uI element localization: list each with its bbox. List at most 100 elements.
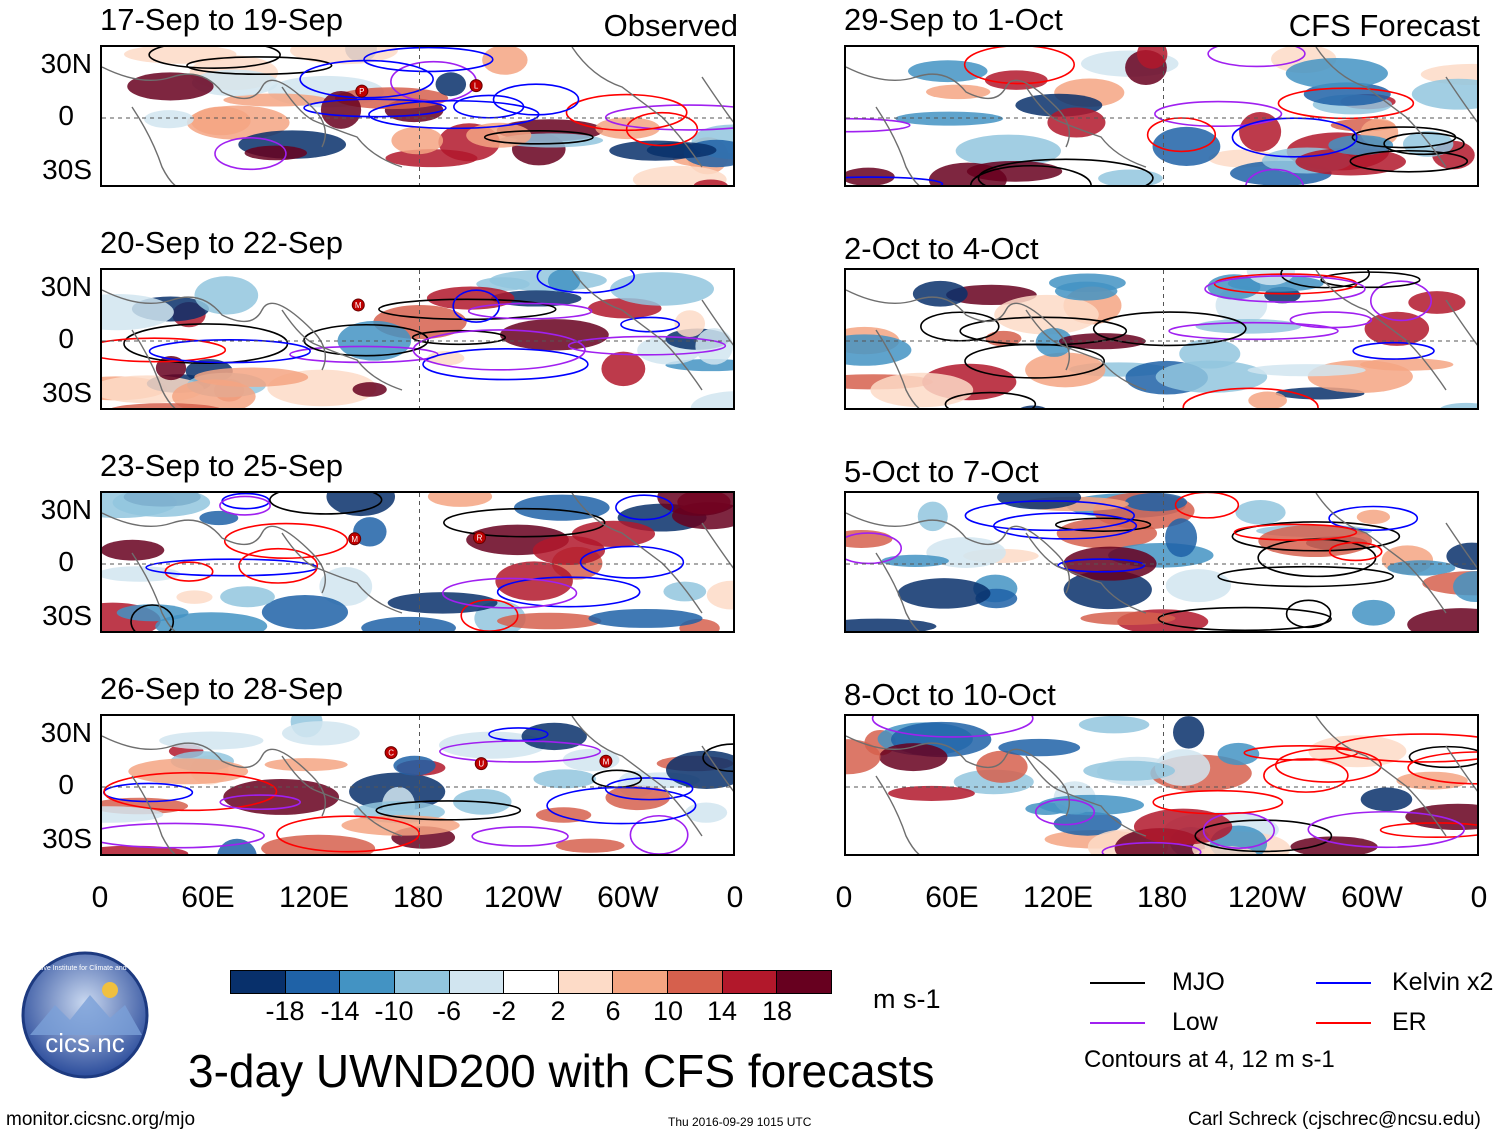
contour-line [460, 599, 519, 631]
lat-label-30n: 30N [40, 494, 92, 525]
contour-line [1307, 810, 1465, 849]
coastline [1025, 309, 1147, 391]
westerly-anomaly [426, 286, 515, 310]
contour-line [604, 777, 694, 801]
westerly-anomaly [102, 539, 165, 561]
contour-line [1157, 606, 1332, 631]
panel-title-obs-1: 17-Sep to 19-Sep [100, 2, 344, 37]
contour-line [963, 47, 1075, 85]
coastline [131, 106, 176, 185]
contour-line [846, 532, 903, 565]
figure-title: 3-day UWND200 with CFS forecasts [188, 1045, 935, 1097]
westerly-anomaly [128, 758, 249, 785]
westerly-anomaly [391, 126, 444, 155]
westerly-anomaly [352, 382, 387, 397]
easterly-anomaly [998, 738, 1081, 757]
logo-arc-text: Cooperative Institute for Climate and Sa… [13, 965, 157, 972]
westerly-anomaly [495, 561, 573, 601]
coastline [1315, 716, 1447, 837]
easterly-anomaly [521, 722, 587, 751]
legend-label-mjo: MJO [1172, 968, 1225, 996]
easterly-anomaly [908, 60, 988, 83]
westerly-anomaly [497, 612, 602, 630]
contour-line [1057, 558, 1146, 573]
lon-label-180: 180 [1136, 881, 1188, 914]
contour-line [102, 822, 265, 849]
coastline [1315, 47, 1447, 168]
westerly-anomaly [244, 145, 307, 161]
coastline [1445, 745, 1477, 792]
contour-line [1349, 149, 1469, 173]
easterly-anomaly [1285, 57, 1388, 89]
contour-line [441, 577, 578, 609]
contour-line [846, 176, 944, 185]
easterly-anomaly [1083, 760, 1176, 781]
colorbar-tick: 14 [706, 996, 738, 1026]
coastline [131, 552, 176, 631]
westerly-anomaly [1080, 611, 1176, 626]
easterly-anomaly [955, 134, 1061, 168]
coastline [846, 289, 1070, 371]
easterly-anomaly [1053, 811, 1122, 836]
easterly-anomaly [1328, 135, 1394, 156]
lon-label-0: 0 [91, 881, 109, 914]
coastline [281, 532, 403, 614]
map-panel-fcst-4 [844, 714, 1479, 856]
lon-label-0: 0 [835, 881, 853, 914]
lon-label-0: 0 [726, 881, 744, 914]
colorbar-bin [668, 971, 723, 993]
coastline [875, 329, 920, 408]
contour-line [368, 99, 540, 130]
easterly-anomaly [690, 391, 733, 408]
storm-label: L [474, 82, 479, 91]
storm-marker [473, 531, 487, 545]
contour-line [1182, 387, 1319, 408]
easterly-anomaly [1155, 360, 1268, 393]
colorbar-tick: -6 [436, 996, 461, 1026]
coastline [1025, 755, 1147, 837]
contour-line [303, 323, 429, 357]
easterly-anomaly [666, 750, 733, 789]
colorbar-tick: -18 [265, 996, 305, 1026]
easterly-anomaly [846, 334, 912, 366]
westerly-anomaly [191, 106, 251, 136]
coastline [131, 775, 176, 854]
storm-marker [599, 754, 613, 768]
coastline [102, 289, 326, 371]
contour-line [412, 329, 586, 371]
westerly-anomaly [888, 785, 975, 801]
coastline [846, 735, 1070, 817]
easterly-anomaly [663, 581, 707, 602]
legend-label-low: Low [1172, 1008, 1218, 1036]
easterly-anomaly [1247, 364, 1366, 377]
easterly-anomaly [1351, 599, 1396, 626]
coastline [1315, 270, 1447, 391]
contour-line [1334, 733, 1477, 763]
easterly-anomaly [1411, 78, 1477, 110]
lat-label-30n: 30N [40, 271, 92, 302]
contour-line [1152, 789, 1284, 815]
colorbar-bin [613, 971, 669, 993]
coastline [571, 47, 703, 168]
lat-label-30n: 30N [40, 717, 92, 748]
contour-line [452, 289, 501, 323]
storm-marker [474, 757, 488, 771]
coastline [102, 66, 326, 148]
coastline [102, 735, 326, 817]
contour-line [1055, 517, 1152, 532]
contour-line [1231, 521, 1401, 552]
coastline [1025, 532, 1147, 614]
legend-label-er: ER [1392, 1008, 1427, 1036]
panel-title-fcst-2: 2-Oct to 4-Oct [844, 231, 1039, 266]
footer-credit: Carl Schreck (cjschrec@ncsu.edu) [1188, 1109, 1481, 1130]
easterly-anomaly [1078, 716, 1150, 734]
westerly-anomaly [1136, 47, 1168, 69]
westerly-anomaly [657, 493, 733, 516]
coastline [1445, 299, 1477, 346]
footer-url[interactable]: monitor.cicsnc.org/mjo [6, 1109, 196, 1130]
contour-line [969, 164, 1092, 185]
easterly-anomaly [1360, 787, 1413, 812]
easterly-anomaly [912, 280, 968, 307]
contour-line [1328, 541, 1383, 562]
